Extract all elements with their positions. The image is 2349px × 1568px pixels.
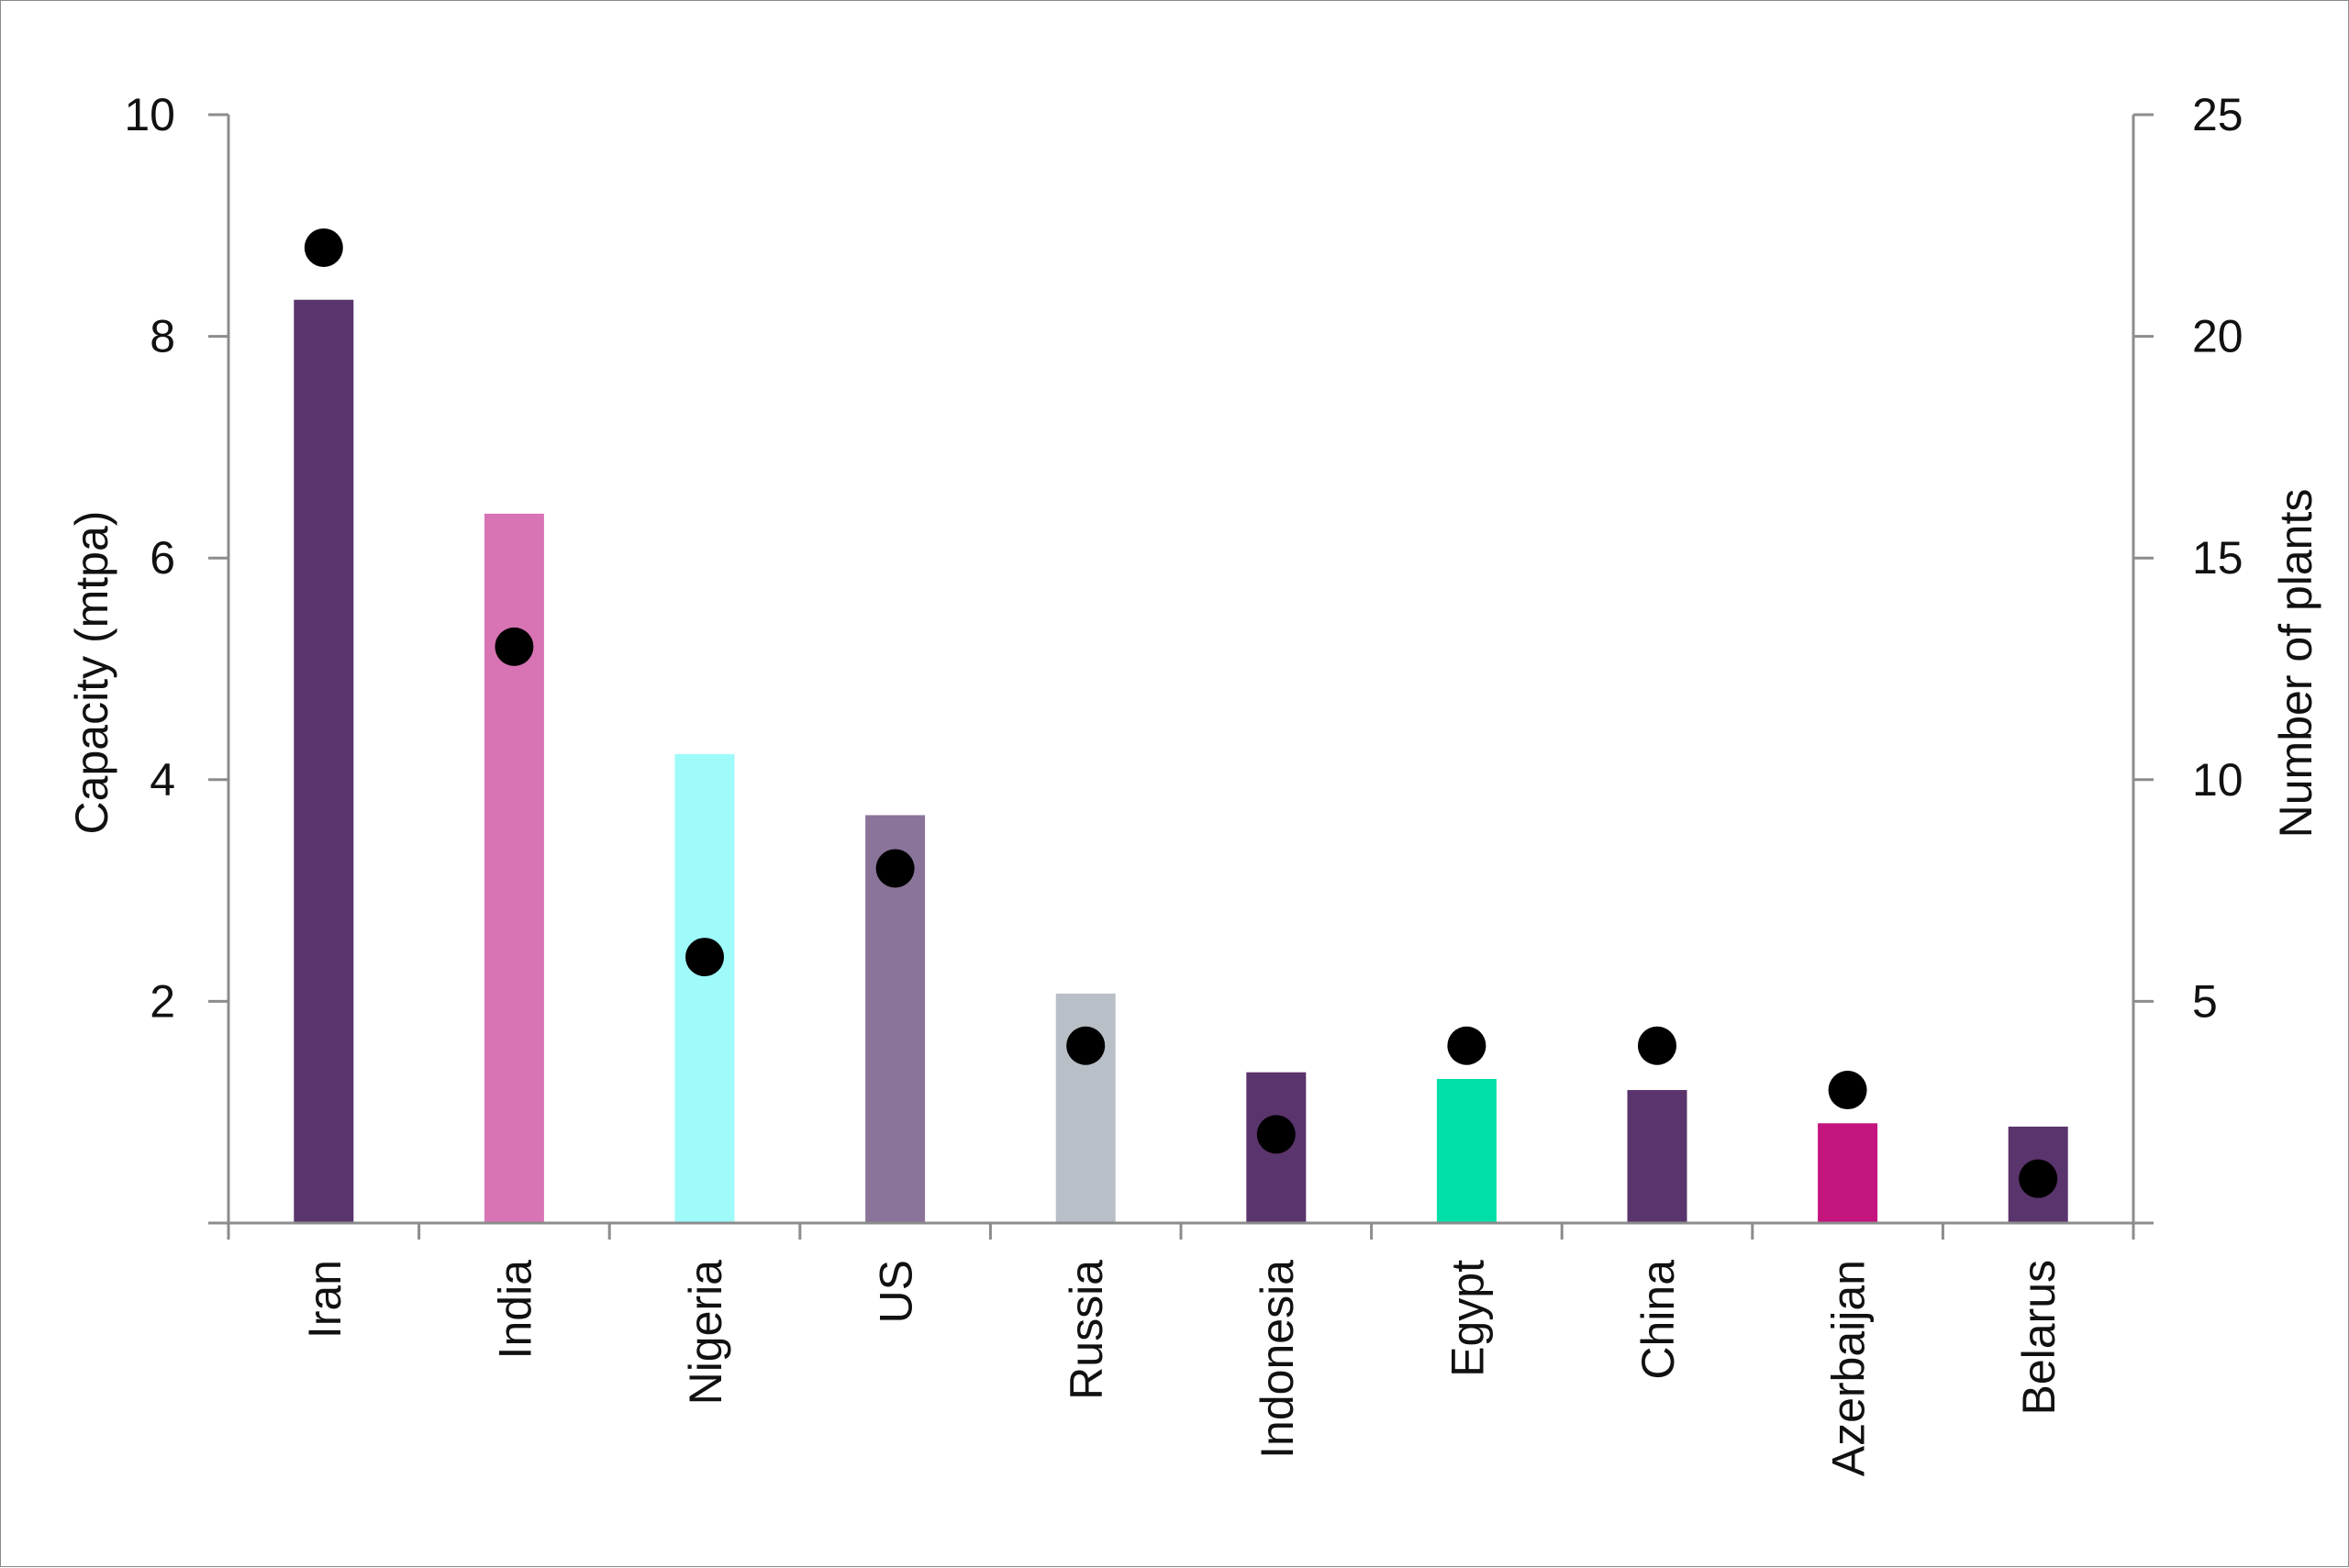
- right-tick-label: 25: [2192, 89, 2243, 140]
- dot-china: [1638, 1026, 1676, 1065]
- bar-series: [294, 299, 2068, 1224]
- category-label-iran: Iran: [299, 1260, 351, 1339]
- category-label-belarus: Belarus: [2013, 1260, 2065, 1416]
- axis-ticks: [208, 113, 2154, 1240]
- bar-india: [484, 513, 544, 1223]
- scatter-series: [304, 228, 2058, 1198]
- category-label-egypt: Egypt: [1442, 1260, 1493, 1377]
- dot-egypt: [1447, 1026, 1486, 1065]
- dot-iran: [304, 228, 343, 267]
- category-label-nigeria: Nigeria: [680, 1260, 731, 1406]
- axis-labels: Iran India Nigeria US Russia Indonesia Egypt Ch…: [124, 89, 2243, 1476]
- left-axis-title: Capacity (mtpa): [66, 511, 117, 835]
- dot-india: [495, 627, 534, 666]
- dot-nigeria: [685, 938, 724, 977]
- dot-russia: [1066, 1026, 1106, 1065]
- category-label-china: China: [1632, 1260, 1684, 1380]
- bar-nigeria: [674, 754, 735, 1223]
- bar-china: [1627, 1090, 1687, 1223]
- right-axis-title: Number of plants: [2270, 489, 2321, 839]
- left-tick-label: 4: [150, 754, 175, 806]
- left-tick-label: 6: [150, 532, 175, 584]
- left-tick-label: 2: [150, 975, 175, 1027]
- dot-indonesia: [1256, 1115, 1296, 1154]
- dot-us: [875, 849, 915, 888]
- bar-azerbaijan: [1818, 1123, 1878, 1223]
- bar-egypt: [1436, 1078, 1497, 1223]
- category-label-russia: Russia: [1061, 1260, 1112, 1400]
- right-tick-label: 15: [2192, 532, 2243, 584]
- right-tick-label: 10: [2192, 754, 2243, 806]
- right-tick-label: 5: [2192, 975, 2218, 1027]
- dot-azerbaijan: [1828, 1071, 1867, 1110]
- dot-belarus: [2019, 1159, 2058, 1198]
- category-label-indonesia: Indonesia: [1252, 1260, 1303, 1459]
- category-label-india: India: [489, 1260, 540, 1360]
- bar-iran: [294, 299, 354, 1224]
- right-tick-label: 20: [2192, 311, 2243, 362]
- category-label-us: US: [871, 1260, 922, 1323]
- category-label-azerbaijan: Azerbaijan: [1823, 1260, 1875, 1476]
- left-tick-label: 10: [124, 89, 175, 140]
- left-tick-label: 8: [150, 311, 175, 362]
